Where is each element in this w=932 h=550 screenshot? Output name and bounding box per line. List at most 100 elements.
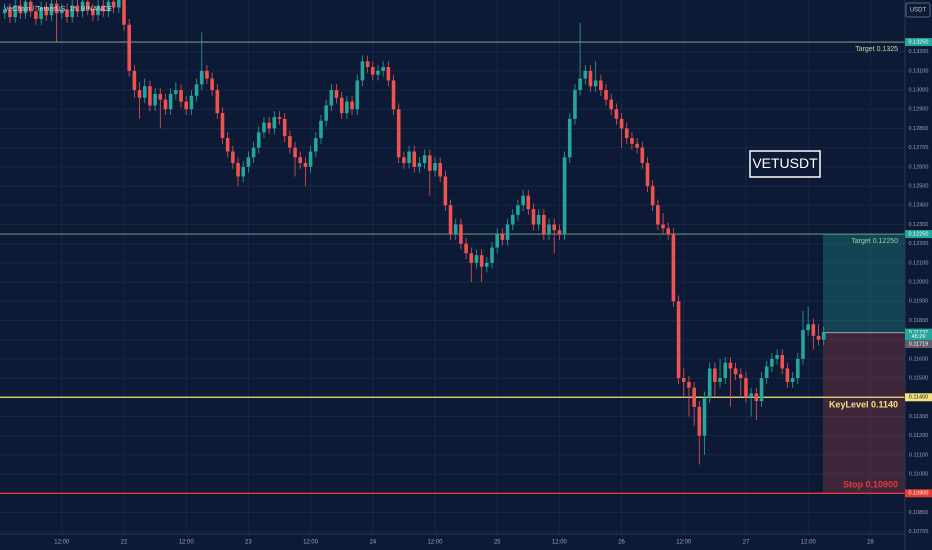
candle-body — [329, 90, 334, 106]
x-tick-label: 22 — [121, 540, 128, 546]
candle-body — [313, 138, 318, 152]
price-tag-label: 0.11719 — [909, 341, 928, 347]
candle-body — [54, 3, 59, 14]
candle-body — [111, 1, 116, 8]
candle-body — [422, 155, 427, 164]
candle-body — [91, 9, 95, 16]
candle-body — [350, 101, 354, 110]
candle-body — [241, 166, 246, 177]
candle-body — [65, 9, 69, 18]
y-tick-label: 0.11500 — [909, 376, 928, 382]
y-tick-label: 0.10700 — [909, 529, 929, 535]
price-tag — [905, 328, 932, 337]
candle-body — [256, 132, 261, 148]
candle-body — [604, 90, 608, 100]
candle-body — [811, 324, 816, 336]
candle-body — [293, 147, 297, 158]
candle-body — [137, 90, 142, 98]
candle-body — [142, 86, 147, 98]
y-tick-label: 0.12700 — [909, 145, 929, 151]
candle-body — [738, 374, 743, 379]
x-tick-label: 12:00 — [303, 540, 319, 546]
candle-body — [407, 151, 411, 164]
candle-body — [231, 151, 235, 164]
candle-body — [60, 9, 64, 14]
candle-body — [764, 366, 769, 379]
y-tick-label: 0.12400 — [909, 203, 929, 209]
candle-body — [308, 151, 313, 167]
candle-body — [516, 205, 520, 215]
candle-body — [168, 93, 173, 110]
candle-body — [547, 224, 551, 235]
candle-body — [459, 224, 463, 244]
candle-body — [619, 118, 624, 129]
candle-body — [360, 61, 365, 81]
candle-body — [754, 393, 759, 402]
price-tag-label: 0.12250 — [909, 232, 929, 238]
candle-body — [557, 230, 562, 235]
candle-body — [189, 95, 194, 110]
candle-body — [443, 176, 448, 206]
candle-body — [500, 234, 505, 240]
candle-body — [785, 368, 790, 382]
candle-body — [370, 67, 375, 75]
candle-body — [681, 378, 686, 382]
candle-body — [39, 7, 43, 20]
candle-body — [593, 80, 598, 87]
y-tick-label: 0.12100 — [909, 260, 929, 266]
y-tick-label: 0.11800 — [909, 318, 928, 324]
price-tag — [905, 393, 932, 402]
candle-body — [106, 1, 111, 12]
candle-body — [215, 90, 220, 114]
symbol-label: VETUSDT — [752, 155, 818, 171]
candle-body — [759, 378, 764, 402]
candle-body — [505, 224, 510, 240]
candle-body — [288, 136, 292, 148]
y-tick-label: 0.12200 — [909, 241, 929, 247]
candle-body — [775, 355, 779, 359]
candle-body — [614, 109, 619, 119]
profit-zone — [823, 234, 905, 333]
candle-body — [225, 138, 230, 152]
symbol-box — [749, 150, 821, 178]
candle-body — [790, 378, 795, 382]
candle-body — [448, 205, 453, 235]
candle-body — [277, 116, 282, 119]
position-zones — [823, 234, 905, 494]
candle-body — [117, 0, 121, 8]
candle-body — [282, 118, 287, 137]
x-tick-label: 12:00 — [676, 540, 692, 546]
price-tag-label: 0.10900 — [909, 491, 929, 497]
x-tick-label: 12:00 — [179, 540, 195, 546]
candle-body — [630, 138, 634, 144]
level-label: Target 0.1325 — [855, 46, 898, 53]
candle-body — [158, 93, 163, 100]
candle-body — [656, 205, 660, 225]
candle-body — [744, 378, 748, 398]
y-tick-label: 0.11000 — [909, 472, 928, 478]
y-tick-label: 0.12800 — [909, 126, 929, 132]
candle-body — [609, 99, 614, 110]
candle-body — [728, 362, 733, 369]
candle-body — [578, 78, 582, 91]
candle-body — [718, 378, 722, 382]
candle-body — [464, 243, 468, 254]
y-tick-label: 0.12000 — [909, 280, 929, 286]
candle-body — [153, 93, 157, 106]
x-tick-label: 24 — [369, 540, 376, 546]
candle-body — [801, 330, 805, 359]
candle-body — [339, 97, 344, 114]
countdown-tag — [905, 333, 932, 341]
level-label: KeyLevel 0.1140 — [829, 400, 898, 410]
candle-body — [661, 224, 665, 229]
x-tick-label: 12:00 — [427, 540, 443, 546]
countdown: 45:29 — [912, 334, 926, 340]
candle-body — [671, 234, 676, 302]
candle-body — [28, 1, 33, 12]
candle-body — [666, 228, 671, 235]
candle-body — [365, 61, 370, 68]
candle-body — [127, 24, 131, 71]
candle-body — [80, 1, 85, 12]
candle-body — [438, 163, 442, 177]
candle-body — [210, 78, 214, 91]
